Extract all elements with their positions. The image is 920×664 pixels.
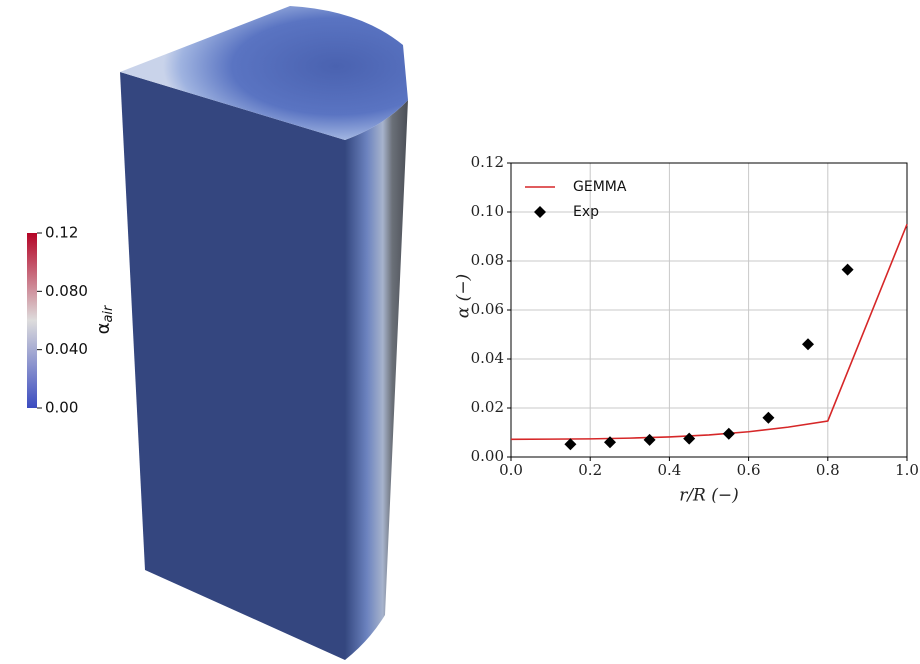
y-tick-label: 0.06 — [471, 300, 504, 318]
x-tick-label: 0.8 — [816, 461, 840, 479]
x-tick-label: 0.4 — [657, 461, 681, 479]
colorbar-tick-label: 0.080 — [45, 282, 88, 300]
colorbar: αair 0.00 0.040 0.080 0.12 — [27, 224, 116, 417]
x-axis-label: r/R (−) — [679, 486, 739, 506]
data-point — [842, 264, 854, 276]
data-line — [511, 224, 907, 439]
legend-label: GEMMA — [573, 179, 627, 195]
colorbar-label: αair — [93, 304, 116, 334]
legend-swatch — [534, 206, 546, 218]
legend-label: Exp — [573, 204, 599, 220]
colorbar-label-main: α — [93, 323, 114, 335]
y-tick-label: 0.04 — [471, 349, 504, 367]
data-point — [564, 438, 576, 450]
colorbar-tick-label: 0.00 — [45, 399, 78, 417]
curved-face — [345, 100, 408, 660]
x-tick-label: 1.0 — [895, 461, 919, 479]
render-3d — [120, 6, 408, 660]
colorbar-gradient — [27, 233, 37, 408]
data-point — [802, 338, 814, 350]
y-tick-label: 0.08 — [471, 251, 504, 269]
y-tick-label: 0.12 — [471, 153, 504, 171]
data-point — [644, 434, 656, 446]
line-chart: α (−) r/R (−) 0.000.020.040.060.080.100.… — [454, 153, 919, 506]
y-tick-label: 0.10 — [471, 202, 504, 220]
front-face — [120, 72, 345, 660]
y-tick-label: 0.02 — [471, 398, 504, 416]
page: αair 0.000.0400.0800.12 α (−) r/R (−) 0.… — [0, 0, 920, 664]
data-point — [762, 412, 774, 424]
x-tick-label: 0.2 — [578, 461, 602, 479]
colorbar-label-sub: air — [101, 304, 116, 323]
colorbar-tick-label: 0.12 — [45, 224, 78, 242]
data-point — [683, 433, 695, 445]
x-tick-label: 0.6 — [737, 461, 761, 479]
data-point — [723, 428, 735, 440]
colorbar-tick-label: 0.040 — [45, 340, 88, 358]
x-tick-label: 0.0 — [499, 461, 523, 479]
